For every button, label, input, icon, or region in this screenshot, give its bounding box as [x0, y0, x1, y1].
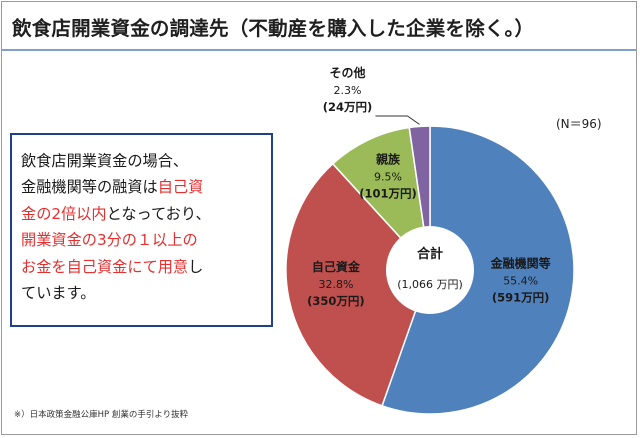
slice-name-label: 自己資金: [312, 259, 361, 274]
slice-amount-label: (591万円): [492, 291, 550, 305]
slice-amount-label: (101万円): [359, 186, 417, 200]
slice-percent-label: 9.5%: [374, 170, 402, 183]
slice-name-label: 金融機関等: [490, 256, 551, 271]
footnote: ※）日本政策金融公庫HP 創業の手引より抜粋: [14, 410, 189, 420]
slice-percent-label: 55.4%: [503, 275, 538, 288]
note-text: ています。: [21, 284, 96, 303]
note-line: 金の2倍以内となっており、: [21, 201, 271, 227]
slice-percent-label: 2.3%: [333, 84, 361, 97]
note-emphasis-text: 自己資: [157, 178, 204, 197]
note-box: 飲食店開業資金の場合、 金融機関等の融資は自己資 金の2倍以内となっており、 開業資金…: [10, 133, 273, 327]
slice-name-label: その他: [329, 65, 365, 80]
slice-amount-label: (24万円): [323, 100, 373, 114]
note-line: 金融機関等の融資は自己資: [21, 174, 271, 200]
note-line: 飲食店開業資金の場合、: [21, 148, 271, 174]
leader-line: [375, 115, 420, 125]
pie-slice: [285, 162, 431, 407]
slice-percent-label: 32.8%: [318, 278, 353, 291]
note-text: 金融機関等の融資は: [21, 178, 158, 197]
note-emphasis-text: 金の2倍以内: [21, 204, 107, 223]
note-line: 開業資金の3分の１以上の: [21, 227, 271, 253]
note-text: となっており、: [106, 204, 211, 223]
note-line: お金を自己資金にて用意し: [21, 254, 271, 280]
title-underline: [2, 49, 636, 51]
donut-hole: [386, 226, 474, 314]
note-text: し: [188, 257, 204, 276]
page-title: 飲食店開業資金の調達先（不動産を購入した企業を除く。）: [12, 17, 535, 40]
note-text: 飲食店開業資金の場合、: [21, 152, 189, 170]
center-value: (1,066 万円): [397, 278, 463, 291]
note-emphasis-text: 開業資金の3分の１以上の: [21, 231, 198, 250]
slice-amount-label: (350万円): [307, 294, 365, 308]
note-emphasis-text: お金を自己資金にて用意: [21, 257, 189, 276]
note-line: ています。: [21, 280, 271, 306]
sample-size-label: (N＝96): [556, 117, 602, 131]
center-label: 合計: [417, 246, 443, 262]
slice-name-label: 親族: [376, 151, 401, 166]
